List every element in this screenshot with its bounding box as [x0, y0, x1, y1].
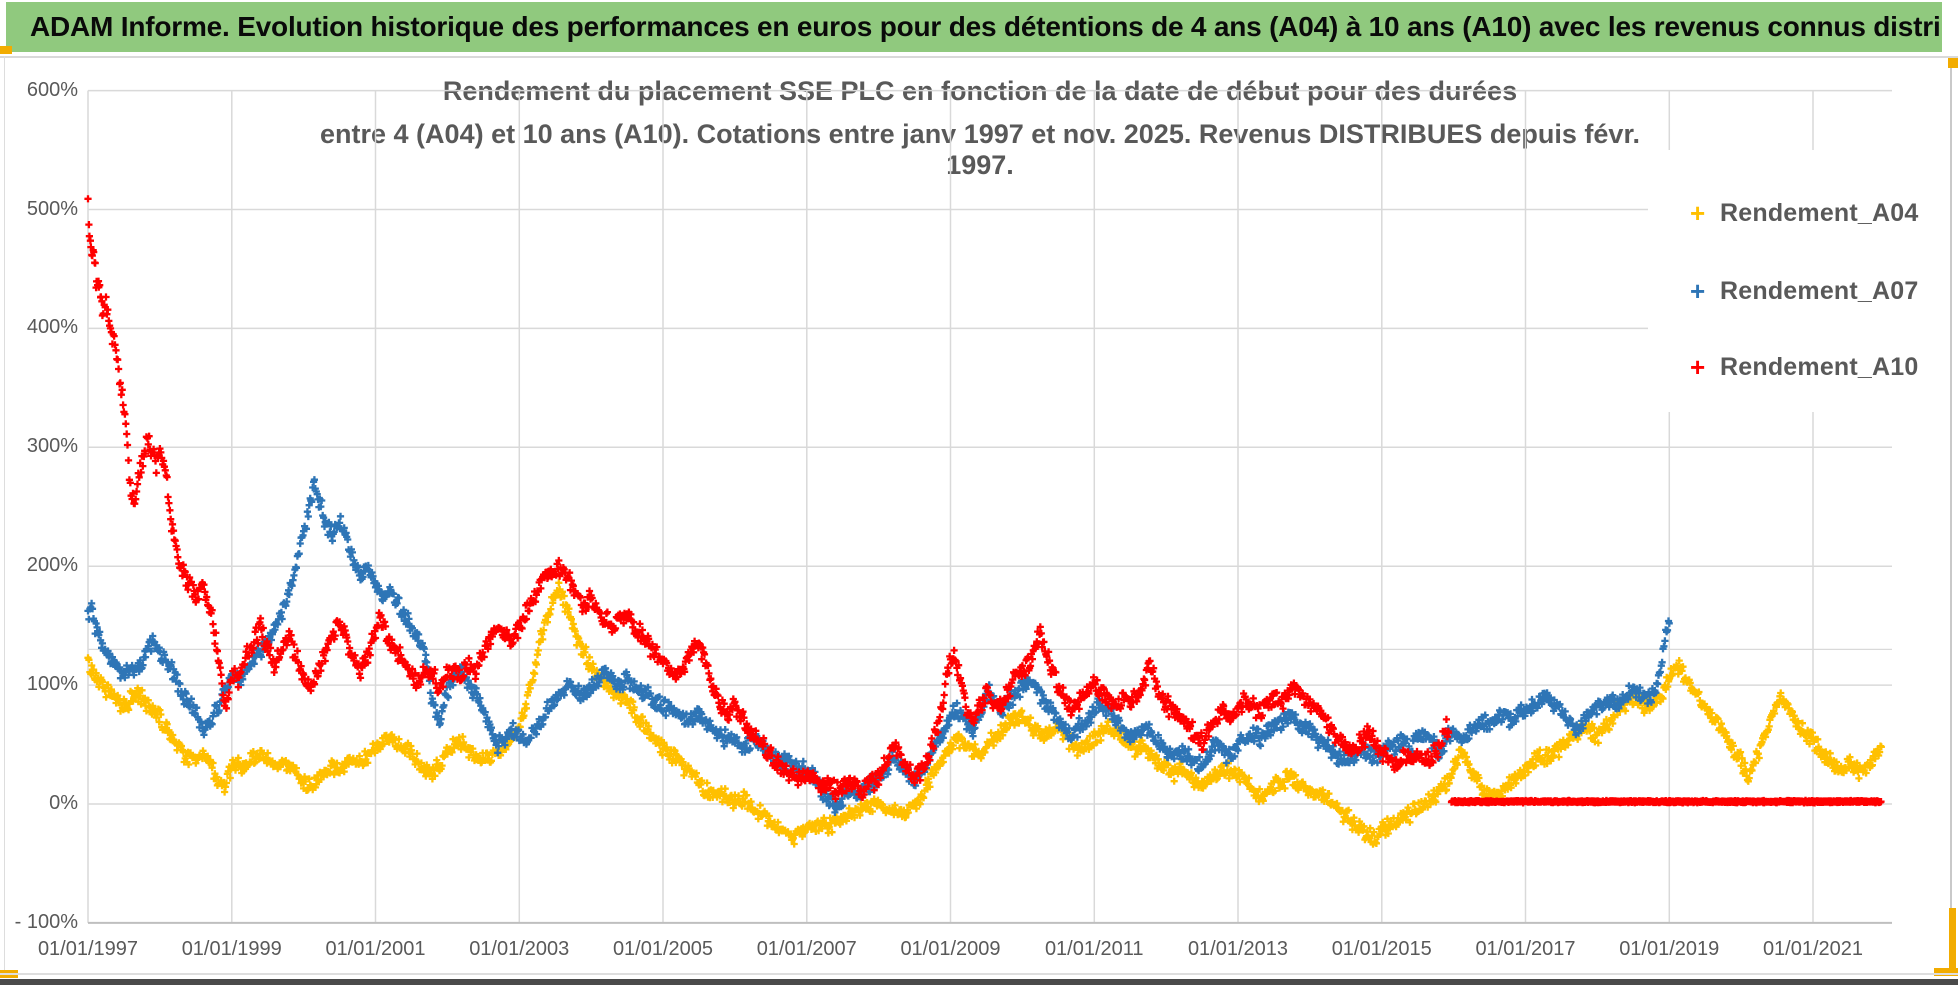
x-axis-tick-label[interactable]: 01/01/2003: [469, 938, 570, 960]
plus-marker-icon: +: [1690, 197, 1706, 228]
plus-marker-icon: +: [1690, 275, 1706, 306]
banner-title-bar[interactable]: ADAM Informe. Evolution historique des p…: [6, 2, 1942, 52]
y-axis-tick-label[interactable]: 300%: [26, 435, 78, 458]
series-rendement_a07[interactable]: [84, 476, 1673, 816]
y-axis-tick-label[interactable]: 0%: [49, 792, 78, 814]
x-axis-tick-label[interactable]: 01/01/2009: [900, 938, 1001, 960]
legend-item-rendement-a10[interactable]: + Rendement_A10: [1690, 350, 1919, 384]
legend-label: Rendement_A10: [1720, 352, 1919, 381]
y-axis-tick-label[interactable]: 200%: [26, 554, 78, 577]
x-axis-tick-label[interactable]: 01/01/2017: [1475, 938, 1576, 960]
window-bottom-edge: [0, 979, 1958, 985]
selection-border-right[interactable]: [1949, 908, 1956, 976]
chart-legend[interactable]: + Rendement_A04 + Rendement_A07 + Rendem…: [1648, 150, 1945, 412]
legend-item-rendement-a04[interactable]: + Rendement_A04: [1690, 196, 1919, 230]
legend-label: Rendement_A04: [1720, 198, 1919, 227]
series-rendement_a10[interactable]: [84, 195, 1885, 807]
banner-title-text: ADAM Informe. Evolution historique des p…: [30, 11, 1942, 42]
x-axis-tick-label[interactable]: 01/01/2021: [1762, 938, 1864, 960]
x-axis-tick-label[interactable]: 01/01/2019: [1619, 938, 1720, 960]
x-axis-tick-label[interactable]: 01/01/1999: [181, 938, 282, 960]
y-axis-tick-label[interactable]: 500%: [26, 197, 78, 220]
chart-title-line2[interactable]: entre 4 (A04) et 10 ans (A10). Cotations…: [300, 119, 1660, 181]
plus-marker-icon: +: [1690, 351, 1706, 382]
chart-right-border: [1950, 58, 1952, 913]
x-axis-tick-label[interactable]: 01/01/2013: [1187, 938, 1289, 960]
series-rendement_a04[interactable]: [84, 579, 1885, 848]
x-axis-tick-label[interactable]: 01/01/2011: [1044, 938, 1144, 960]
x-axis-tick-label[interactable]: 01/01/1997: [37, 938, 139, 960]
x-axis-tick-label[interactable]: 01/01/2007: [756, 938, 857, 960]
x-axis-tick-label[interactable]: 01/01/2005: [612, 938, 714, 960]
legend-label: Rendement_A07: [1720, 276, 1919, 305]
selection-corner-bottom-right[interactable]: [1934, 968, 1958, 976]
y-axis-tick-label[interactable]: - 100%: [14, 910, 78, 933]
y-axis-tick-label[interactable]: 400%: [26, 316, 78, 339]
sheet-left-edge: [4, 56, 5, 976]
x-axis-tick-label[interactable]: 01/01/2015: [1331, 938, 1432, 960]
selection-handle-banner-left[interactable]: [0, 46, 12, 54]
banner-underline: [0, 56, 1958, 58]
x-axis-tick-label[interactable]: 01/01/2001: [325, 938, 426, 960]
y-axis-tick-label[interactable]: 100%: [26, 673, 78, 696]
legend-item-rendement-a07[interactable]: + Rendement_A07: [1690, 274, 1919, 308]
selection-handle-top-right[interactable]: [1948, 58, 1958, 68]
sheet-row-separator: [0, 973, 1958, 975]
y-axis-tick-label[interactable]: 600%: [26, 78, 78, 101]
